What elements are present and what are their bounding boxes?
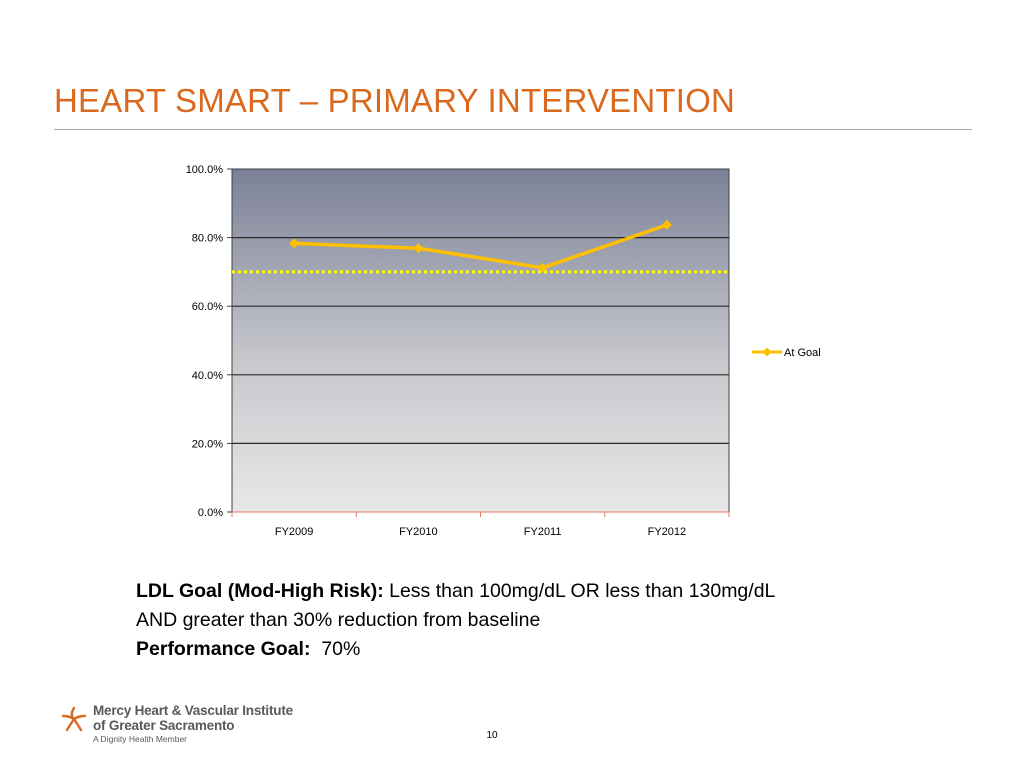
y-tick-label: 100.0% xyxy=(186,164,224,176)
ldl-goal-label: LDL Goal (Mod-High Risk): xyxy=(136,580,384,602)
plot-area xyxy=(231,168,730,513)
x-tick-label: FY2011 xyxy=(524,526,562,538)
mercy-star-icon xyxy=(61,706,87,732)
gridlines xyxy=(232,237,729,444)
goal-description: LDL Goal (Mod-High Risk): Less than 100m… xyxy=(136,577,916,664)
legend-label-at-goal: At Goal xyxy=(784,347,821,359)
performance-goal-line: Performance Goal: 70% xyxy=(136,635,916,664)
data-point xyxy=(661,219,672,230)
performance-goal-label: Performance Goal: xyxy=(136,638,311,660)
series-group xyxy=(289,219,672,273)
y-tick-label: 80.0% xyxy=(192,233,223,245)
ldl-goal-line: LDL Goal (Mod-High Risk): Less than 100m… xyxy=(136,577,916,606)
ldl-goal-text-2: AND greater than 30% reduction from base… xyxy=(136,609,541,631)
legend: At Goal xyxy=(752,347,821,359)
series-line-at-goal xyxy=(294,223,668,270)
institute-logo: Mercy Heart & Vascular Institute of Grea… xyxy=(60,703,320,747)
logo-text-line3: A Dignity Health Member xyxy=(93,734,188,744)
x-axis: FY2009 FY2010 FY2011 FY2012 xyxy=(231,511,730,538)
x-tick-label: FY2012 xyxy=(648,526,687,538)
title-divider xyxy=(54,129,972,130)
y-axis: 0.0% 20.0% 40.0% 60.0% 80.0% 100.0% xyxy=(186,164,232,519)
y-tick-label: 0.0% xyxy=(198,507,223,519)
y-tick-label: 60.0% xyxy=(192,301,223,313)
x-tick-label: FY2010 xyxy=(399,526,438,538)
slide-title: HEART SMART – PRIMARY INTERVENTION xyxy=(54,82,736,119)
page-number: 10 xyxy=(486,730,498,741)
y-tick-label: 40.0% xyxy=(192,370,223,382)
ldl-goal-text-1: Less than 100mg/dL OR less than 130mg/dL xyxy=(383,580,776,602)
y-tick-label: 20.0% xyxy=(192,438,223,450)
data-point xyxy=(289,238,300,249)
logo-text-line1: Mercy Heart & Vascular Institute xyxy=(93,703,293,718)
performance-goal-value: 70% xyxy=(310,638,361,660)
logo-text-line2: of Greater Sacramento xyxy=(93,718,235,733)
line-chart: 0.0%20.0%40.0%60.0%80.0%100.0% FY2009 FY2… xyxy=(186,164,821,538)
data-point xyxy=(413,243,424,254)
data-point xyxy=(537,262,548,273)
x-tick-label: FY2009 xyxy=(275,526,314,538)
legend-marker xyxy=(762,347,772,357)
